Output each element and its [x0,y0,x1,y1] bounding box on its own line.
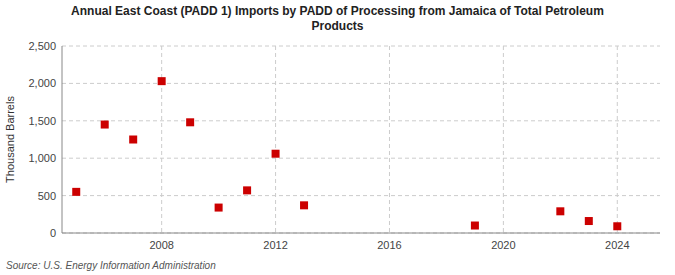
grid-line-x [161,46,162,233]
grid-line-x [617,46,618,233]
x-tick-label: 2020 [491,239,515,251]
grid-line-x [275,46,276,233]
x-axis-line [62,233,660,234]
point [72,188,80,196]
grid-line-y [62,83,660,84]
point [272,150,280,158]
points [72,77,621,230]
y-axis-line [62,46,63,233]
x-tick-label: 2008 [149,239,173,251]
point [129,136,137,144]
title: Annual East Coast (PADD 1) Imports by PA… [71,4,604,33]
y-tick-label: 1,000 [28,152,56,164]
axes: 0 500 1,000 1,500 2,000 2,500 2008 2012 2016 2020… [28,40,660,251]
grid-line-y [62,120,660,121]
point [556,207,564,215]
source: Source: U.S. Energy Information Administ… [6,260,216,271]
chart: Annual East Coast (PADD 1) Imports by PA… [0,0,675,275]
point [585,217,593,225]
y-tick-label: 2,000 [28,77,56,89]
y-tick-label: 2,500 [28,40,56,52]
point [101,121,109,129]
point [215,204,223,212]
point [243,186,251,194]
point [300,201,308,209]
point [613,222,621,230]
point [158,77,166,85]
x-tick-label: 2024 [605,239,629,251]
point [471,222,479,230]
y-tick-label: 500 [38,190,56,202]
y-tick-label: 0 [50,227,56,239]
y-axis-label: Thousand Barrels [4,96,16,183]
x-tick-label: 2012 [263,239,287,251]
grid-line-x [389,46,390,233]
grid-line-y [62,158,660,159]
grid-line-x [503,46,504,233]
grid [62,46,660,233]
x-tick-label: 2016 [377,239,401,251]
y-tick-label: 1,500 [28,115,56,127]
point [186,118,194,126]
grid-line-y [62,233,660,234]
grid-line-y [62,46,660,47]
grid-line-y [62,195,660,196]
